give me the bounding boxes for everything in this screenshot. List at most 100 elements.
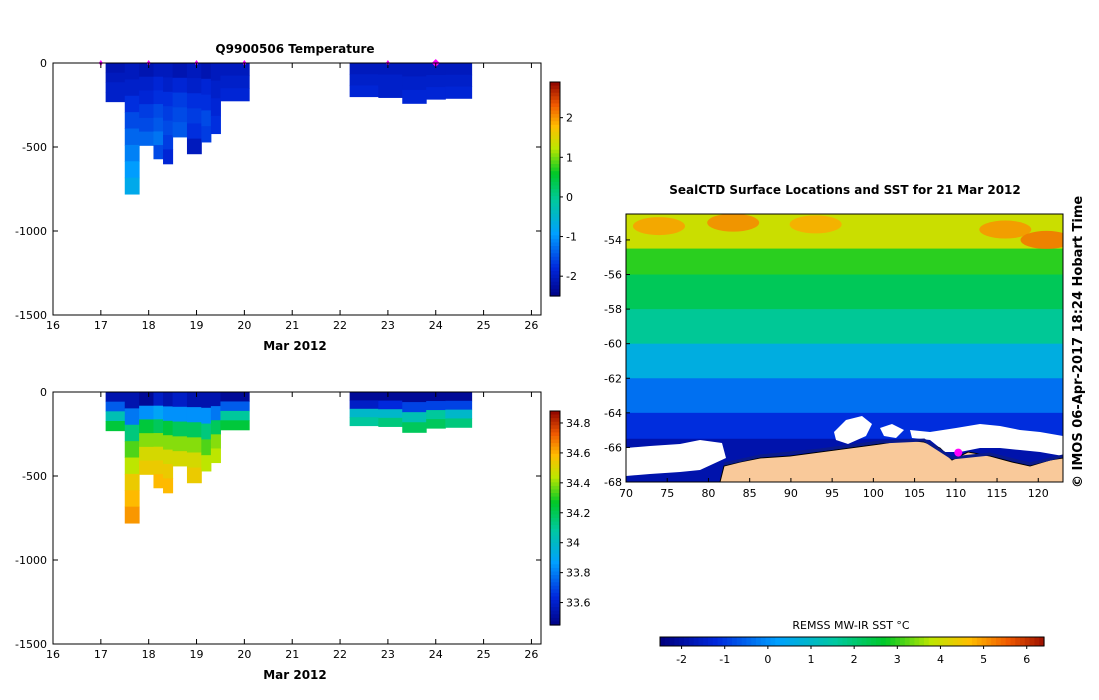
- sst-colorbar-swatch: [847, 637, 853, 646]
- colorbar-swatch: [550, 131, 560, 137]
- colorbar-swatch: [550, 617, 560, 623]
- sst-colorbar-swatch: [708, 637, 714, 646]
- colorbar-swatch: [550, 167, 560, 172]
- map-y-tick-label: -58: [604, 303, 622, 316]
- profile-cell: [124, 95, 140, 113]
- sst-colorbar-tick-label: -1: [719, 653, 730, 666]
- coastal-cold-band: [723, 438, 1063, 466]
- sst-band: [626, 248, 1063, 276]
- x-tick-label: 22: [333, 648, 347, 661]
- sst-colorbar-swatch: [943, 637, 949, 646]
- profile-cell: [378, 392, 403, 402]
- colorbar-swatch: [550, 421, 560, 426]
- sst-map-frame: [625, 213, 1064, 483]
- profile-cell: [426, 63, 446, 76]
- sst-colorbar-swatch: [991, 637, 997, 646]
- sst-colorbar-swatch: [684, 637, 690, 646]
- colorbar-swatch: [550, 181, 560, 187]
- sst-colorbar-swatch: [972, 637, 978, 646]
- x-tick-label: 25: [477, 648, 491, 661]
- profile-cell: [153, 76, 164, 91]
- sst-colorbar-swatch: [660, 637, 666, 646]
- profile-cell: [139, 392, 154, 407]
- colorbar-tick-label: -2: [566, 270, 577, 283]
- sst-colorbar-tick-label: 0: [764, 653, 771, 666]
- sst-colorbar-swatch: [852, 637, 858, 646]
- colorbar-tick-label: 34.4: [566, 477, 591, 490]
- profile-cell: [124, 161, 140, 179]
- profile-cell: [124, 490, 140, 508]
- colorbar-swatch: [550, 278, 560, 283]
- colorbar-swatch: [550, 585, 560, 590]
- x-tick-label: 18: [142, 319, 156, 332]
- sst-colorbar-swatch: [808, 637, 815, 646]
- sst-colorbar-swatch: [924, 637, 930, 646]
- y-tick-label: 0: [40, 57, 47, 70]
- sst-colorbar-tick-label: 2: [851, 653, 858, 666]
- colorbar-tick-label: 0: [566, 191, 573, 204]
- map-x-tick-label: 120: [1028, 487, 1049, 500]
- sst-colorbar-swatch: [842, 637, 848, 646]
- sst-colorbar-tick-label: 4: [937, 653, 944, 666]
- colorbar-swatch: [550, 550, 560, 555]
- profile-cell: [201, 126, 212, 143]
- colorbar-swatch: [550, 149, 560, 154]
- colorbar-swatch: [550, 610, 560, 615]
- colorbar-swatch: [550, 164, 560, 169]
- colorbar-swatch: [550, 99, 560, 104]
- colorbar-swatch: [550, 525, 560, 530]
- colorbar-swatch: [550, 85, 560, 90]
- sst-colorbar-swatch: [861, 637, 867, 646]
- sst-colorbar-swatch: [938, 637, 944, 646]
- colorbar-swatch: [550, 539, 560, 544]
- colorbar-tick-label: 34.6: [566, 447, 591, 460]
- sst-colorbar-swatch: [1029, 637, 1035, 646]
- sst-warm-patches: [632, 214, 1063, 249]
- profile-cell: [349, 400, 379, 410]
- sst-colorbar-swatch: [765, 637, 771, 646]
- sst-colorbar-swatch: [760, 637, 767, 646]
- profile-cell: [124, 441, 140, 459]
- profile-cell: [445, 63, 473, 76]
- sst-colorbar-tick-label: -2: [676, 653, 687, 666]
- profile-cell: [163, 135, 174, 150]
- x-tick-label: 24: [429, 648, 443, 661]
- colorbar-swatch: [550, 446, 560, 451]
- profile-cell: [186, 78, 202, 94]
- profile-cell: [445, 409, 473, 419]
- temperature-plot-frame: [52, 62, 542, 316]
- profile-cell: [201, 439, 212, 456]
- colorbar-swatch: [550, 285, 560, 290]
- sst-colorbar-swatch: [1005, 637, 1011, 646]
- colorbar-swatch: [550, 439, 560, 444]
- colorbar-swatch: [550, 496, 560, 501]
- sst-colorbar-swatch: [871, 637, 877, 646]
- sst-colorbar-swatch: [717, 637, 723, 646]
- profile-cell: [445, 418, 473, 428]
- map-y-tick-label: -68: [604, 476, 622, 489]
- colorbar-swatch: [550, 614, 560, 619]
- profile-cell: [186, 392, 202, 408]
- profile-cell: [172, 63, 188, 79]
- colorbar-swatch: [550, 178, 560, 183]
- colorbar-swatch: [550, 92, 560, 97]
- colorbar-swatch: [550, 171, 560, 176]
- colorbar-swatch: [550, 460, 560, 466]
- profile-cell: [220, 75, 250, 89]
- sst-bands: [626, 214, 1063, 482]
- colorbar-swatch: [550, 564, 560, 569]
- colorbar-swatch: [550, 228, 560, 233]
- sst-colorbar-swatch: [1020, 637, 1026, 646]
- salinity-cells: [105, 392, 473, 524]
- sst-colorbar-swatch: [823, 637, 829, 646]
- profile-cell: [349, 85, 379, 98]
- profile-cell: [186, 437, 202, 453]
- temperature-colorbar: 2 1 0 -1 -2: [549, 81, 577, 297]
- profile-cell: [210, 98, 221, 117]
- colorbar-swatch: [550, 514, 560, 519]
- sst-warm-patch: [789, 215, 842, 234]
- sst-colorbar-swatch: [727, 637, 733, 646]
- profile-cell: [124, 144, 140, 162]
- profile-cell: [124, 457, 140, 475]
- temperature-panel: Q9900506 Temperature 16 17 18 19 20 21 22 23 24 2…: [15, 42, 577, 353]
